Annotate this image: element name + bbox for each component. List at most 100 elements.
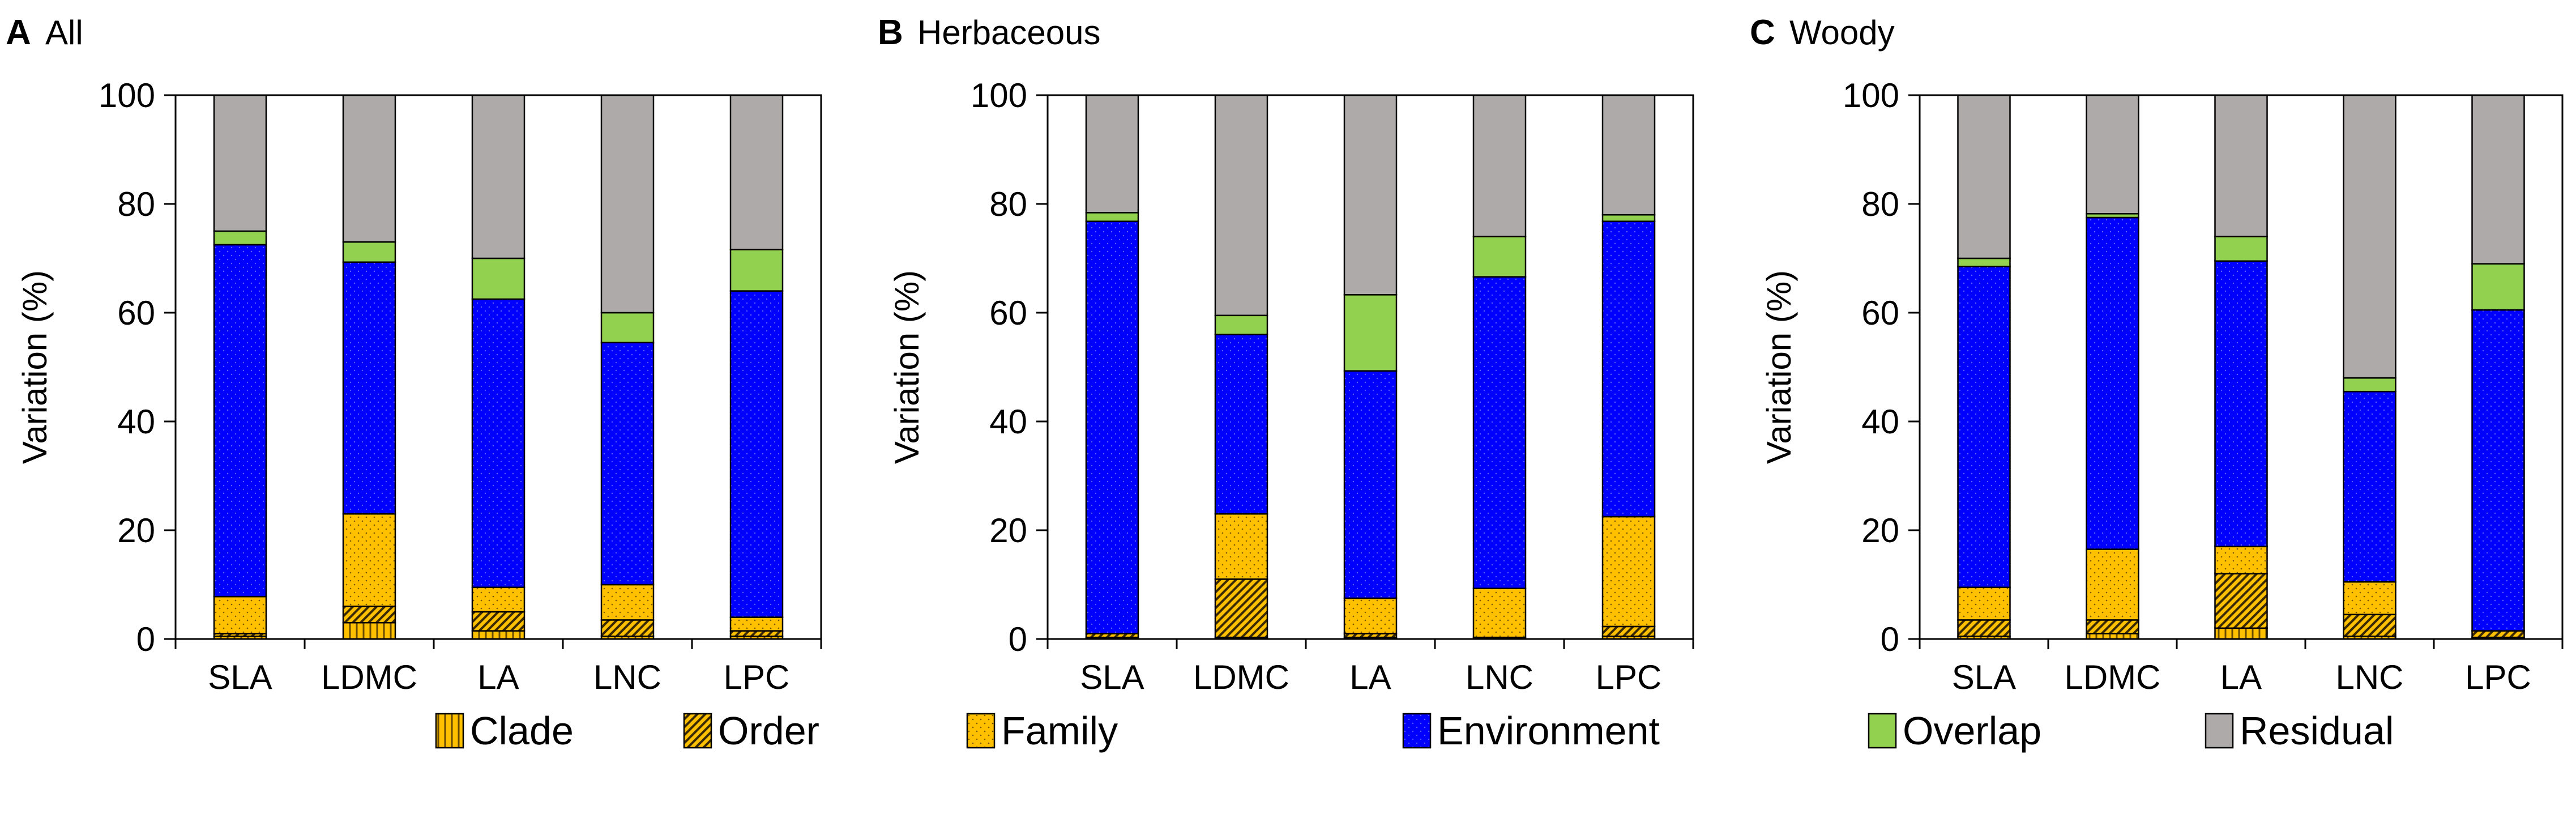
x-tick-label: SLA [208,658,272,696]
bar-segment-residual [2471,94,2525,265]
bar-segment-order [471,611,526,632]
plot-frame [1919,94,2564,640]
bar-LPC [2471,94,2525,640]
bar-segment-order [1601,625,1656,637]
bar-segment-order [2471,630,2525,638]
bar-segment-family [1957,586,2011,621]
legend-label: Environment [1437,709,1660,753]
bar-segment-overlap [2343,377,2396,393]
bar-segment-overlap [342,241,396,263]
bar-LA [2214,94,2268,640]
bar-segment-environment [1085,220,1139,634]
y-tick-label: 40 [117,403,155,441]
y-tick-label: 20 [117,512,155,549]
bar-segment-family [1601,515,1656,628]
bar-segment-family [1343,597,1398,634]
bar-segment-environment [1214,334,1268,515]
panel-B: B Herbaceous Variation (%) 0 20 40 60 80 100 SLA L… [878,13,1694,696]
bar-segment-order [342,606,396,624]
bar-segment-order [600,619,655,637]
bar-segment-order [2343,614,2396,637]
bar-segment-environment [1343,370,1398,599]
legend-item-residual: Residual [2205,709,2394,753]
y-tick-label: 0 [136,620,155,658]
legend: Clade Order Family Environment Overlap Residu… [435,709,2394,753]
panel-letter: A [6,13,31,52]
bar-segment-order [1957,619,2011,637]
bar-segment-order [729,630,784,637]
plot-frame [174,94,822,640]
x-tick-label: LDMC [2064,658,2160,696]
bar-segment-residual [729,94,784,250]
legend-item-order: Order [683,709,819,753]
y-tick-label: 80 [117,185,155,223]
bar-segment-residual [1957,94,2011,259]
bar-segment-overlap [729,249,784,292]
bar-segment-overlap [1957,257,2011,267]
bar-segment-family [471,586,526,613]
legend-label: Order [718,709,819,753]
legend-swatch [966,713,996,749]
x-tick-label: LPC [724,658,790,696]
bar-segment-residual [2343,94,2396,379]
bar-segment-residual [2086,94,2139,215]
bar-segment-family [1472,587,1527,638]
y-tick-label: 0 [1009,620,1027,658]
panel-title: Herbaceous [917,14,1101,52]
legend-item-family: Family [966,709,1118,753]
legend-swatch [683,713,712,749]
legend-swatch [435,713,464,749]
bar-segment-environment [213,244,267,598]
x-tick-label: LNC [593,658,661,696]
bar-SLA [1957,94,2011,640]
bar-segment-overlap [471,257,526,300]
x-tick-label: LPC [1596,658,1662,696]
x-tick-label: LA [477,658,519,696]
y-tick-label: 80 [1861,185,1899,223]
x-tick-label: LPC [2465,658,2531,696]
bar-LA [471,94,526,640]
y-tick-label: 40 [989,403,1027,441]
bar-segment-order [1214,578,1268,638]
y-tick-label: 20 [989,512,1027,549]
y-tick-label: 100 [971,76,1027,114]
bar-LDMC [2086,94,2139,640]
bar-segment-environment [2343,390,2396,583]
panel-A: A All Variation (%) 0 20 40 60 80 100 SLA LDMC LA LN… [6,13,822,696]
y-axis-label: Variation (%) [888,270,926,464]
bar-segment-residual [1601,94,1656,216]
legend-label: Family [1001,709,1118,753]
bar-segment-family [729,616,784,632]
x-tick-label: LA [2220,658,2262,696]
bar-segment-residual [1085,94,1139,214]
y-tick-label: 100 [99,76,155,114]
bar-segment-environment [600,342,655,586]
y-tick-label: 80 [989,185,1027,223]
bar-segment-family [213,595,267,634]
bar-segment-residual [213,94,267,232]
x-tick-label: SLA [1080,658,1144,696]
x-tick-label: SLA [1952,658,2016,696]
bar-segment-family [2343,581,2396,616]
legend-label: Residual [2240,709,2394,753]
bar-SLA [213,94,267,640]
bar-LNC [600,94,655,640]
bar-segment-overlap [213,230,267,246]
bar-segment-environment [729,290,784,618]
legend-swatch [1402,713,1432,749]
bar-segment-environment [1601,220,1656,518]
bar-segment-overlap [1472,236,1527,278]
y-tick-label: 60 [1861,294,1899,332]
bar-segment-residual [2214,94,2268,237]
bar-segment-environment [2214,260,2268,548]
legend-item-environment: Environment [1402,709,1660,753]
bar-segment-residual [1214,94,1268,317]
y-axis-label: Variation (%) [16,270,54,464]
x-tick-label: LNC [2335,658,2403,696]
bar-segment-family [1214,513,1268,580]
bar-segment-clade [342,621,396,640]
bar-segment-family [600,583,655,621]
bar-segment-residual [600,94,655,314]
bar-segment-overlap [1601,214,1656,222]
x-tick-label: LDMC [1193,658,1289,696]
